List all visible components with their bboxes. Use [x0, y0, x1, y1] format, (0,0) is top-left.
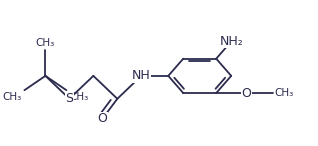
Text: NH: NH	[132, 69, 151, 82]
Text: CH₃: CH₃	[275, 88, 294, 98]
Text: O: O	[241, 87, 251, 100]
Text: CH₃: CH₃	[69, 92, 89, 102]
Text: O: O	[97, 112, 107, 125]
Text: S: S	[66, 92, 73, 105]
Text: NH₂: NH₂	[219, 35, 243, 48]
Text: CH₃: CH₃	[2, 92, 21, 102]
Text: CH₃: CH₃	[36, 38, 55, 48]
